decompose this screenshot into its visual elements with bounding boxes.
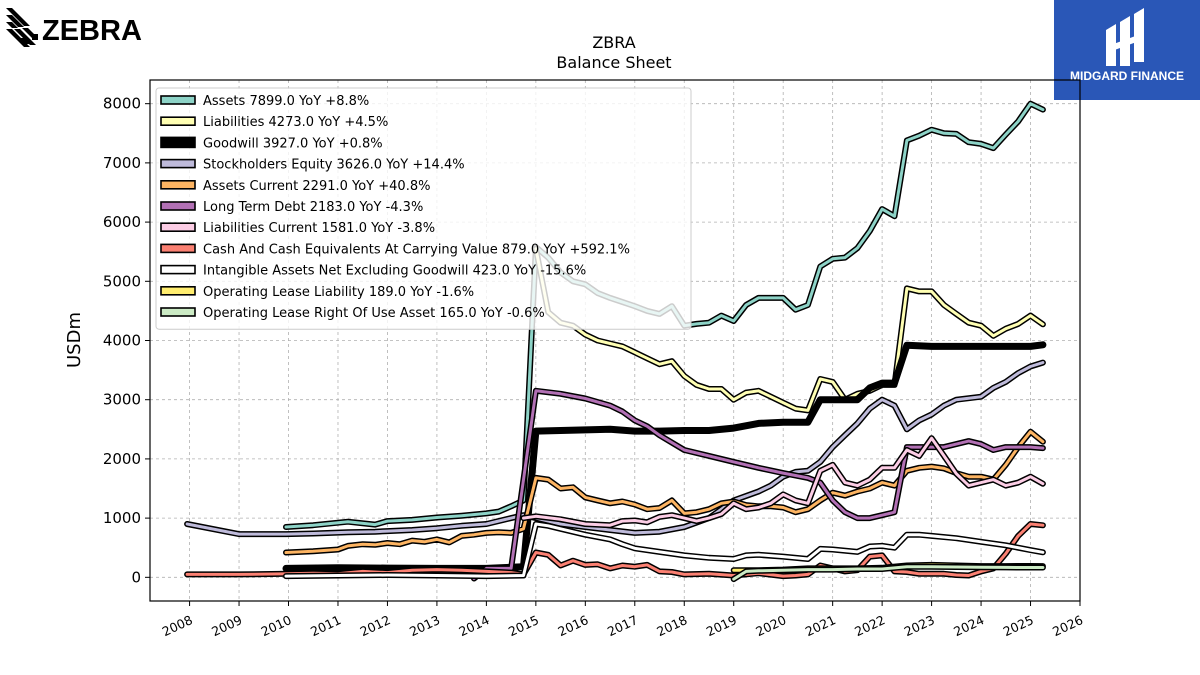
zebra-wordmark: ZEBRA [42,15,142,47]
legend-swatch [160,201,196,211]
y-axis: 0 1000 2000 3000 4000 5000 6000 7000 8000 [103,95,150,586]
x-tick-label: 2022 [852,612,887,639]
series-line-0 [284,102,1045,529]
legend-label: Operating Lease Liability 189.0 YoY -1.6… [203,285,474,300]
legend-swatch [160,285,196,296]
legend-swatch [160,136,196,149]
x-tick-label: 2013 [407,612,442,639]
legend: Assets 7899.0 YoY +8.8% Liabilities 4273.… [155,87,692,330]
legend-label: Assets Current 2291.0 YoY +40.8% [203,179,430,194]
legend-label: Assets 7899.0 YoY +8.8% [203,94,369,109]
y-axis-label: USDm [64,312,85,368]
x-tick-label: 2023 [902,612,937,639]
x-tick-label: 2010 [259,612,294,639]
series-line-1 [534,247,1045,412]
legend-box [155,87,692,330]
legend-swatch [160,116,196,126]
legend-swatch [160,307,196,317]
x-tick-label: 2020 [753,612,788,639]
legend-swatch [160,180,196,190]
zebra-logo: ZEBRA [4,4,154,50]
x-tick-label: 2016 [555,612,590,639]
y-tick-label: 8000 [103,95,141,113]
x-tick-label: 2019 [704,612,739,639]
x-axis: 2008 2009 2010 2011 2012 2013 2014 2015 2016 2017… [160,601,1085,639]
legend-swatch [160,95,196,105]
legend-swatch [160,243,196,254]
y-tick-label: 6000 [103,213,141,231]
legend-label: Goodwill 3927.0 YoY +0.8% [203,136,383,151]
x-tick-label: 2025 [1001,612,1036,639]
legend-swatch [160,222,196,232]
x-tick-label: 2015 [506,612,541,639]
series-line-4 [284,430,1045,554]
legend-swatch [160,264,196,275]
chart-subtitle: Balance Sheet [556,53,671,72]
x-tick-label: 2011 [308,612,343,639]
y-tick-label: 3000 [103,391,141,409]
x-tick-label: 2026 [1050,612,1085,639]
legend-label: Stockholders Equity 3626.0 YoY +14.4% [203,158,465,173]
x-tick-label: 2017 [605,612,640,639]
x-tick-label: 2012 [358,612,393,639]
legend-label: Liabilities Current 1581.0 YoY -3.8% [203,221,435,236]
x-tick-label: 2024 [951,612,986,639]
legend-label: Cash And Cash Equivalents At Carrying Va… [203,242,630,257]
legend-label: Intangible Assets Net Excluding Goodwill… [203,264,586,279]
x-tick-label: 2008 [160,612,195,639]
series-layer [184,100,1047,583]
x-tick-label: 2021 [803,612,838,639]
series-line-5 [472,389,1045,580]
series-line-6 [522,436,1045,527]
y-tick-label: 2000 [103,450,141,468]
series-line-3 [185,361,1045,536]
series-line-8 [284,522,1045,578]
legend-label: Operating Lease Right Of Use Asset 165.0… [203,306,545,321]
midgard-finance-logo: MIDGARD FINANCE [1054,0,1200,100]
chart-title: ZBRA [592,33,635,52]
y-tick-label: 1000 [103,509,141,527]
legend-label: Liabilities 4273.0 YoY +4.5% [203,115,388,130]
x-tick-label: 2014 [456,612,491,639]
series-line-10 [732,565,1045,581]
y-tick-label: 0 [131,568,141,586]
x-tick-label: 2009 [209,612,244,639]
x-tick-label: 2018 [654,612,689,639]
series-line-7 [185,522,1045,578]
y-tick-label: 7000 [103,154,141,172]
midgard-emblem-icon: MIDGARD FINANCE [1070,8,1184,83]
legend-swatch [160,158,196,169]
legend-label: Long Term Debt 2183.0 YoY -4.3% [203,200,423,215]
midgard-wordmark: MIDGARD FINANCE [1070,69,1184,83]
zebra-stripes-icon: ZEBRA [6,8,142,47]
y-tick-label: 4000 [103,332,141,350]
y-tick-label: 5000 [103,272,141,290]
